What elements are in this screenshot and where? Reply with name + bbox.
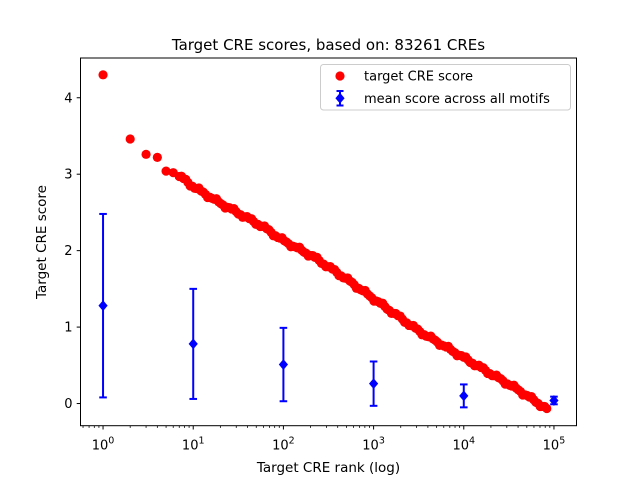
- legend-box: [320, 64, 571, 111]
- blue-diamond-marker: [549, 395, 559, 406]
- legend-label-mean-score: mean score across all motifs: [364, 92, 550, 107]
- y-tick-label: 2: [64, 244, 72, 259]
- blue-diamond-marker: [459, 390, 469, 402]
- blue-errorbar-series: [98, 212, 559, 409]
- blue-diamond-marker: [188, 338, 198, 350]
- blue-diamond-marker: [335, 92, 345, 104]
- x-tick-label: 103: [362, 436, 385, 454]
- y-tick-label: 1: [64, 321, 72, 336]
- x-tick-label: 100: [92, 436, 115, 454]
- blue-diamond-marker: [368, 378, 379, 390]
- legend-markers: [335, 71, 345, 107]
- x-tick-label: 104: [452, 436, 475, 454]
- x-tick-label: 105: [543, 436, 566, 454]
- chart-title: Target CRE scores, based on: 83261 CREs: [171, 36, 485, 54]
- axis-ticks: 0 1 2 3 4 100 101 102 103 104 105: [64, 91, 565, 453]
- blue-diamond-marker: [278, 359, 289, 370]
- y-tick-label: 0: [64, 397, 72, 412]
- red-scatter-point: [161, 166, 171, 176]
- axes-spines: [80, 57, 577, 427]
- red-scatter-point: [542, 403, 552, 414]
- plot-frame: [80, 57, 577, 427]
- red-scatter-point: [152, 152, 162, 162]
- x-axis-label: Target CRE rank (log): [256, 460, 400, 476]
- red-scatter-point: [125, 134, 135, 144]
- y-axis-label: Target CRE score: [34, 185, 50, 300]
- legend-red-dot-icon: [335, 71, 345, 81]
- legend: target CRE score mean score across all m…: [320, 64, 571, 111]
- red-scatter-series: [98, 70, 552, 414]
- red-scatter-point: [141, 149, 151, 159]
- x-tick-label: 102: [272, 436, 295, 454]
- blue-diamond-marker: [98, 300, 108, 312]
- legend-label-target-score: target CRE score: [364, 70, 473, 85]
- x-tick-label: 101: [182, 436, 205, 454]
- red-scatter-point: [98, 70, 108, 80]
- y-tick-label: 4: [64, 91, 72, 106]
- y-tick-label: 3: [64, 168, 72, 183]
